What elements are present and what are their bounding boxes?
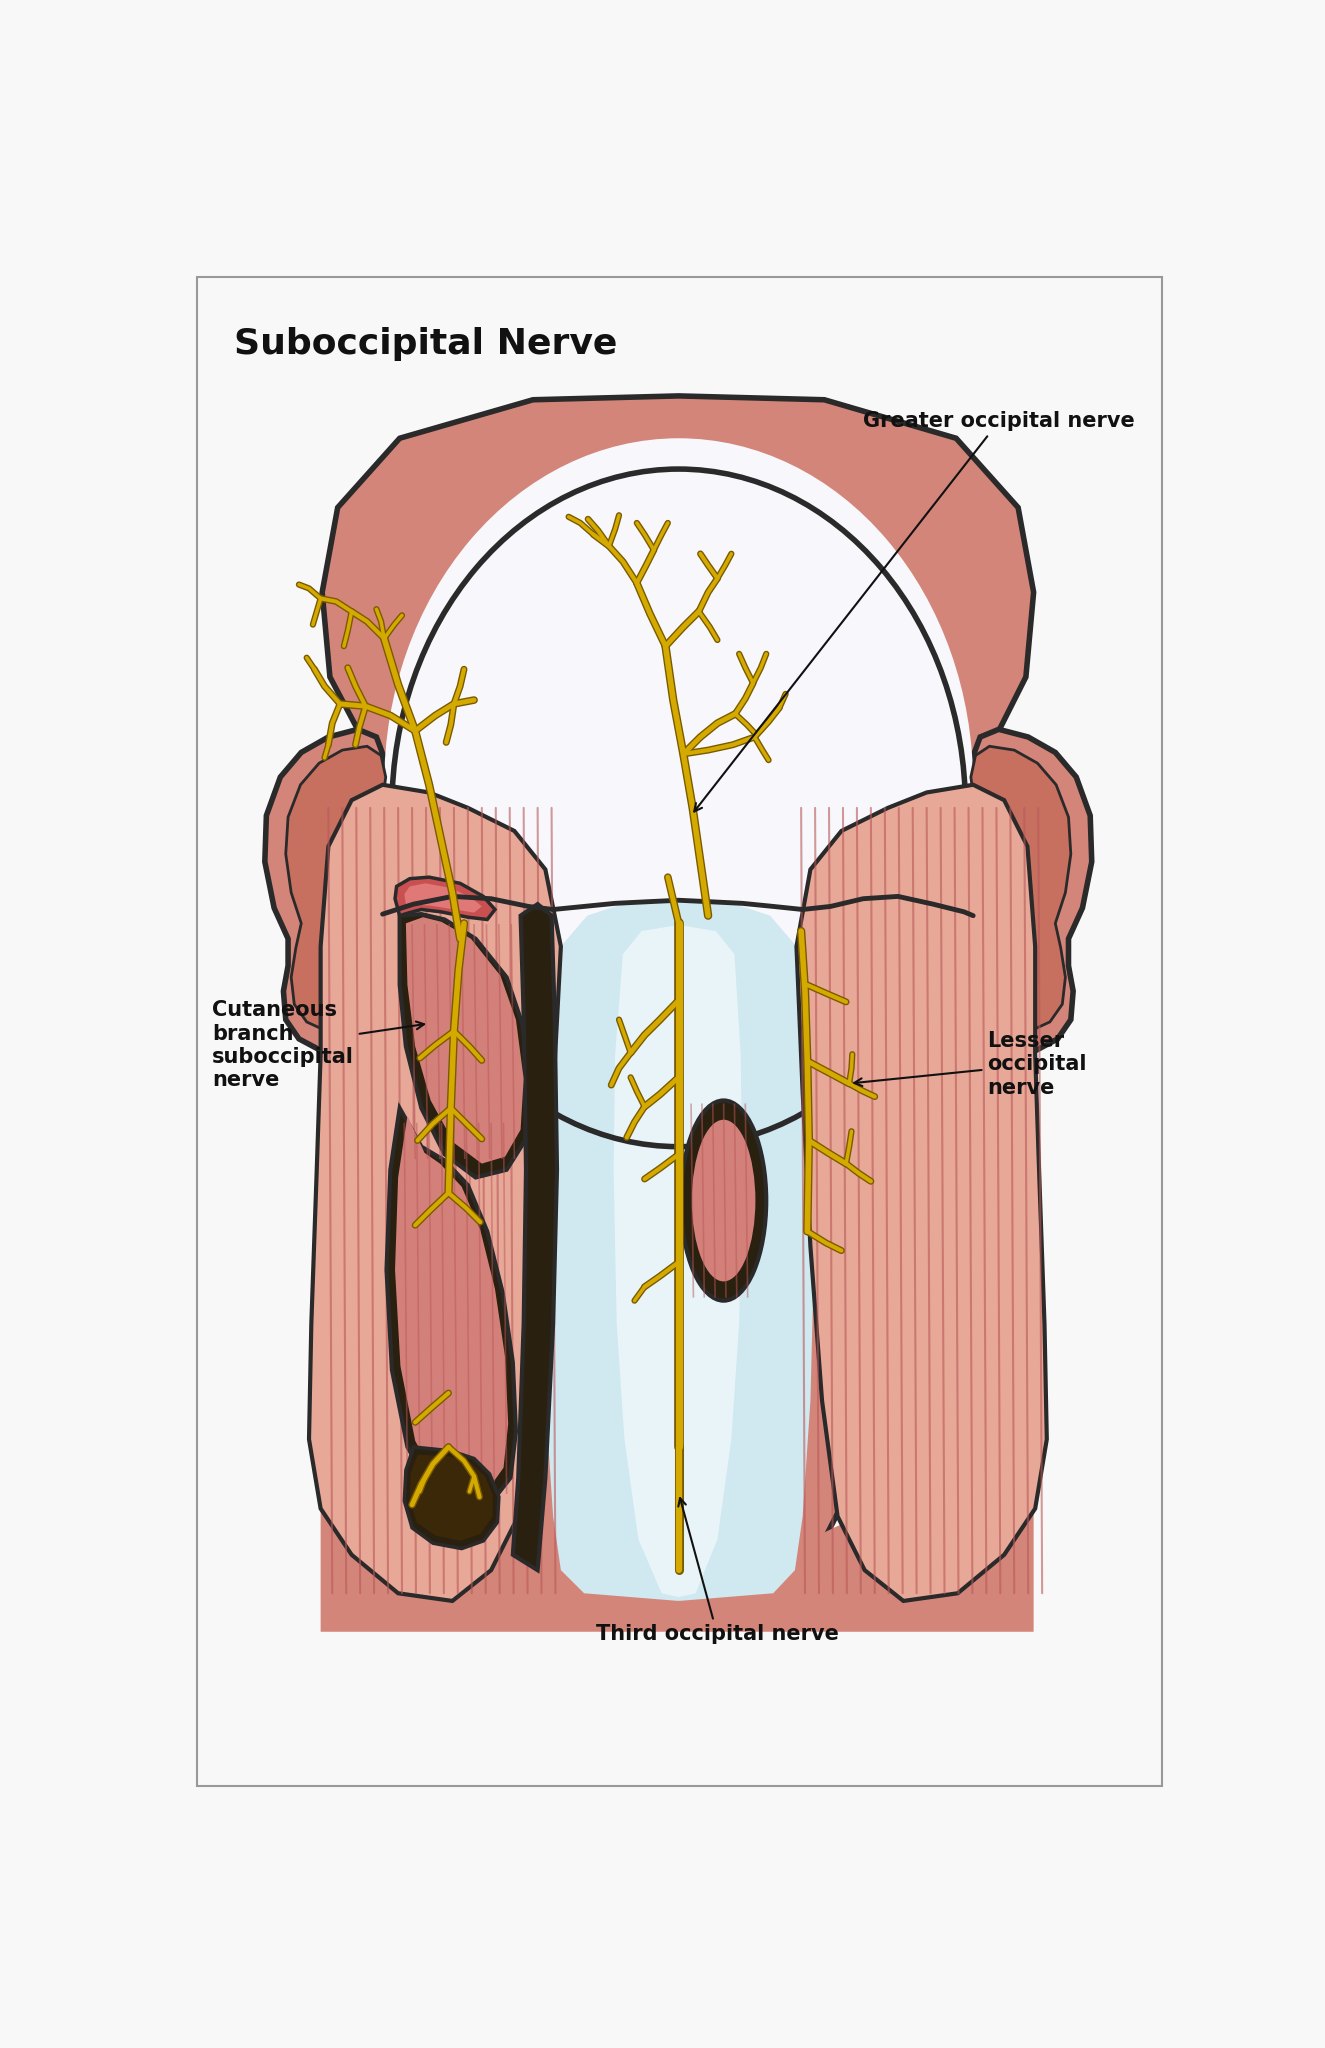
Text: Greater occipital nerve: Greater occipital nerve	[694, 412, 1136, 811]
Polygon shape	[404, 1448, 500, 1548]
Ellipse shape	[692, 1120, 755, 1282]
Polygon shape	[387, 1108, 515, 1509]
Polygon shape	[613, 926, 742, 1597]
Polygon shape	[973, 729, 1092, 1051]
Polygon shape	[286, 745, 386, 1030]
Polygon shape	[265, 729, 384, 1051]
Text: Cutaneous
branch
suboccipital
nerve: Cutaneous branch suboccipital nerve	[212, 999, 424, 1090]
FancyBboxPatch shape	[196, 276, 1162, 1786]
Ellipse shape	[681, 1100, 766, 1300]
Polygon shape	[405, 918, 523, 1163]
Polygon shape	[404, 883, 482, 913]
Ellipse shape	[392, 469, 966, 1147]
Text: Suboccipital Nerve: Suboccipital Nerve	[233, 326, 617, 360]
Polygon shape	[796, 784, 1047, 1602]
Polygon shape	[322, 395, 1034, 1602]
Polygon shape	[409, 1454, 493, 1540]
Polygon shape	[513, 903, 556, 1571]
Polygon shape	[971, 745, 1071, 1030]
Text: Lesser
occipital
nerve: Lesser occipital nerve	[855, 1030, 1086, 1098]
Text: Third occipital nerve: Third occipital nerve	[596, 1497, 839, 1645]
Polygon shape	[309, 784, 560, 1602]
Ellipse shape	[384, 438, 973, 1130]
Polygon shape	[542, 899, 815, 1602]
Polygon shape	[395, 1116, 509, 1497]
Polygon shape	[400, 913, 530, 1178]
Polygon shape	[321, 938, 1034, 1632]
Polygon shape	[395, 877, 496, 920]
